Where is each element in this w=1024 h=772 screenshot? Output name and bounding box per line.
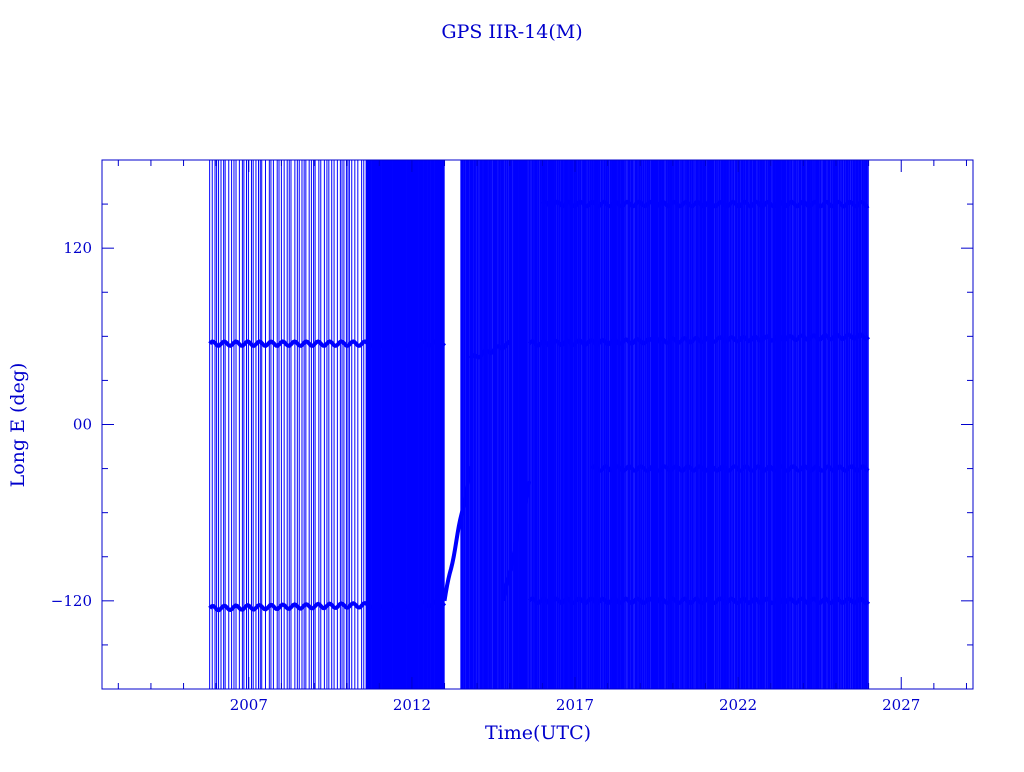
longitude-track bbox=[589, 464, 870, 473]
y-tick-label: −120 bbox=[51, 592, 92, 610]
y-axis-label: Long E (deg) bbox=[7, 363, 29, 488]
longitude-track bbox=[208, 599, 447, 613]
longitude-track bbox=[527, 332, 871, 348]
longitude-track bbox=[527, 596, 871, 606]
y-tick-label: 120 bbox=[63, 239, 92, 257]
y-tick-label: 00 bbox=[73, 416, 92, 434]
data-layer bbox=[208, 160, 871, 689]
chart-title: GPS IIR-14(M) bbox=[441, 21, 582, 43]
x-tick-label: 2012 bbox=[393, 696, 431, 714]
longitude-track bbox=[468, 339, 511, 360]
axes: 2007 2012 2017 2022 2027 120 00 −120 bbox=[51, 159, 974, 714]
x-tick-label: 2007 bbox=[230, 696, 268, 714]
longitude-track bbox=[501, 480, 532, 602]
longitude-track bbox=[208, 339, 447, 348]
longitude-track bbox=[540, 199, 870, 209]
x-tick-label: 2022 bbox=[719, 696, 757, 714]
x-tick-label: 2027 bbox=[882, 696, 920, 714]
x-tick-label: 2017 bbox=[556, 696, 594, 714]
x-axis-label: Time(UTC) bbox=[485, 722, 591, 744]
longitude-track bbox=[442, 466, 473, 602]
